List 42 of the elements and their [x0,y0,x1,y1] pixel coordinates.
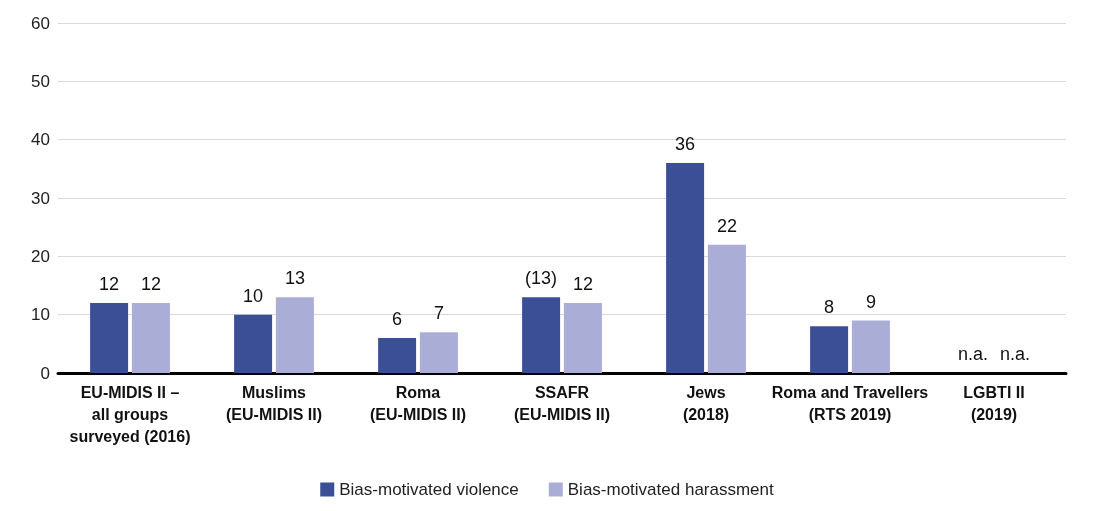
y-tick-label: 0 [40,363,50,383]
bar [275,297,314,373]
data-label: 22 [716,215,737,236]
y-tick-label: 20 [31,246,50,266]
data-label: 36 [675,134,696,154]
bar [707,244,746,373]
bar [378,338,417,373]
data-label: 10 [243,285,264,306]
x-tick-label: Roma and Travellers (RTS 2019) [771,383,929,423]
y-tick-label: 40 [31,130,50,150]
data-label: (13) [525,268,558,289]
bar [522,297,561,373]
bar [90,303,129,373]
bar [810,326,849,373]
y-tick-label: 50 [31,71,50,91]
y-tick-label: 10 [31,305,50,325]
bar [234,314,273,373]
x-tick-label: Muslims (EU-MIDIS II) [226,383,322,423]
text: n.a. [958,344,989,364]
x-tick-label: LGBTI II (2019) [963,383,1025,423]
legend-label: Bias-motivated violence [339,480,519,499]
x-tick-label: SSAFR (EU-MIDIS II) [514,383,610,423]
data-label: 13 [284,268,305,289]
data-label: 12 [99,274,120,294]
x-tick-label: Roma (EU-MIDIS II) [370,383,466,423]
x-tick-label: EU-MIDIS II – all groups surveyed (2016) [69,383,191,445]
bar [563,303,602,373]
data-label: 12 [572,274,593,294]
x-tick-label: Jews (2018) [682,383,730,423]
y-tick-label: 60 [31,13,50,33]
bar [851,320,890,373]
data-label: 8 [824,297,835,318]
legend-label: Bias-motivated harassment [567,480,775,499]
bar [419,332,458,373]
data-label: 9 [865,291,876,312]
y-tick-label: 30 [31,188,50,208]
data-label: 12 [140,274,161,294]
bar [131,303,170,373]
text: n.a. [999,344,1030,364]
data-label: 7 [433,303,444,324]
bar [666,163,705,373]
data-label: 6 [392,309,403,329]
